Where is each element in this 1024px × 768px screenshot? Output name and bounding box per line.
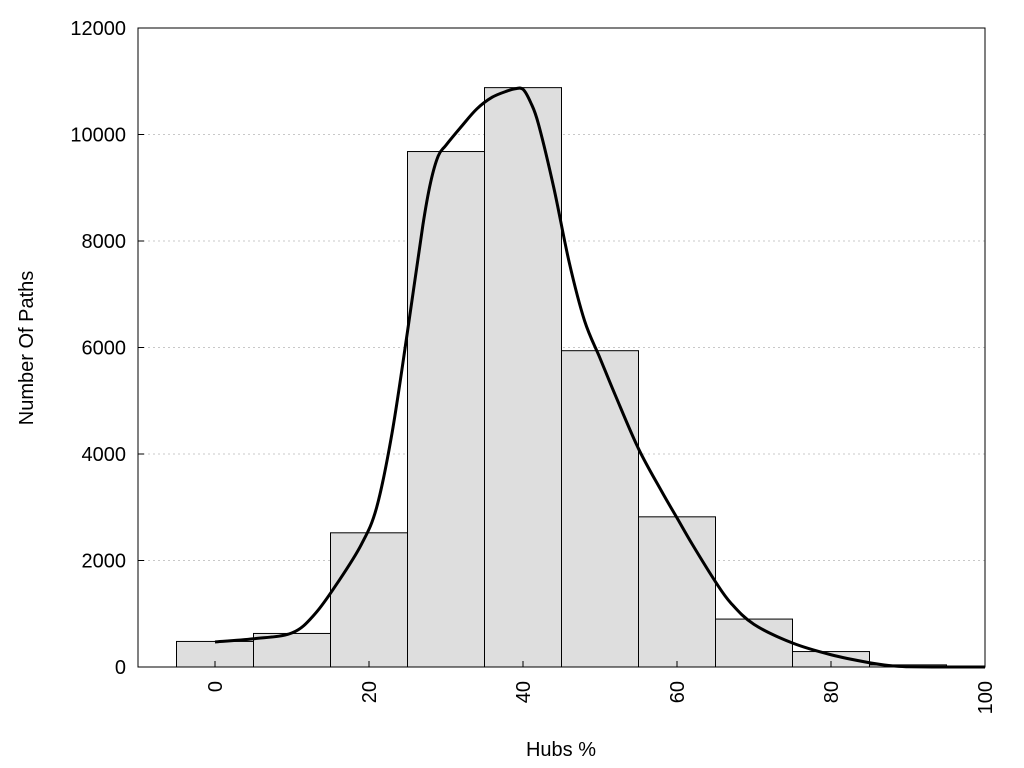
x-tick-label: 80 [821, 681, 843, 703]
histogram-bar [330, 532, 408, 668]
x-tick-label: 100 [975, 681, 997, 714]
x-tick-label: 60 [667, 681, 689, 703]
x-tick-label: 0 [205, 681, 227, 692]
histogram-bar [484, 87, 562, 668]
y-tick-label: 8000 [82, 231, 127, 253]
x-tick-label: 40 [513, 681, 535, 703]
y-tick-label: 6000 [82, 338, 127, 360]
y-tick-label: 4000 [82, 444, 127, 466]
y-tick-label: 2000 [82, 551, 127, 573]
histogram-bar [561, 350, 639, 668]
y-tick-label: 12000 [70, 18, 126, 40]
density-curve-line [214, 86, 986, 669]
x-axis-ticks: 0 20 40 60 80 100 [205, 661, 997, 714]
histogram-bars [176, 87, 947, 668]
grid-lines [138, 134, 985, 561]
y-axis-title: Number Of Paths [16, 271, 38, 426]
x-tick-label: 20 [359, 681, 381, 703]
histogram-bar [407, 151, 485, 668]
histogram-bar [638, 516, 716, 668]
x-axis-title: Hubs % [526, 739, 596, 761]
y-tick-label: 10000 [70, 125, 126, 147]
y-tick-label: 0 [115, 657, 126, 679]
histogram-bar [715, 618, 793, 668]
density-curve [214, 86, 986, 669]
y-axis-ticks: 0 2000 4000 6000 8000 10000 12000 [70, 18, 144, 679]
